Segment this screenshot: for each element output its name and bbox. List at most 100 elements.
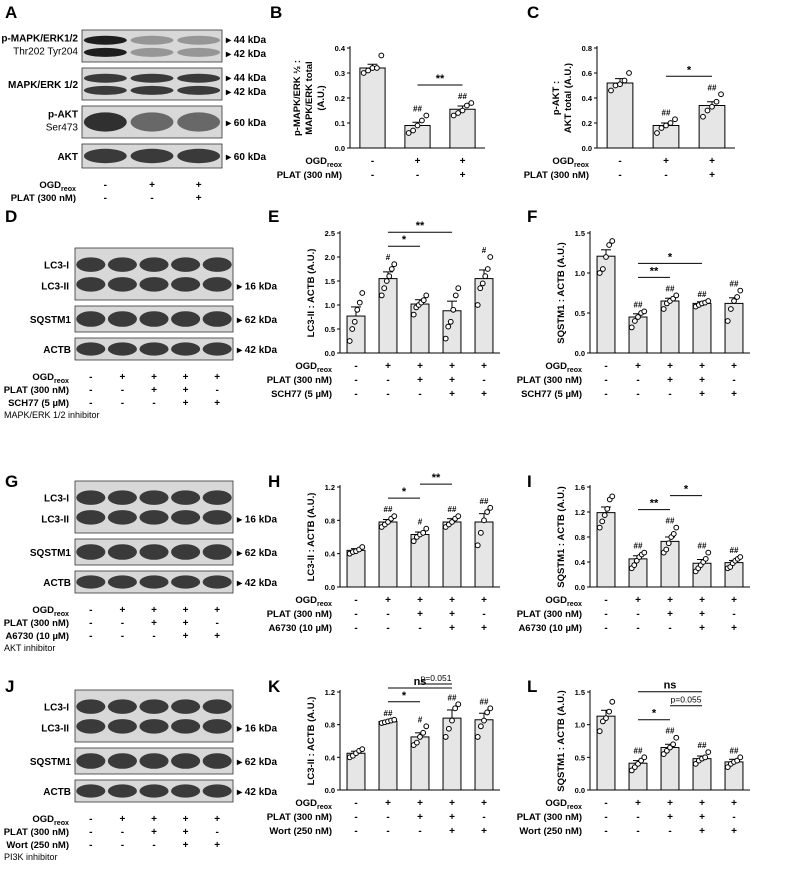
condition-sign: + [119, 605, 125, 616]
protein-band [202, 699, 232, 714]
condition-sign: - [386, 375, 389, 386]
protein-band [171, 699, 201, 714]
significance-mark: # [386, 253, 391, 262]
panel-letter-i: I [527, 472, 532, 491]
condition-sign: - [354, 375, 357, 386]
bracket-label: p=0.055 [671, 695, 702, 705]
protein-band [76, 544, 106, 560]
condition-sign: - [150, 193, 153, 204]
condition-sign: + [151, 618, 157, 629]
protein-band [107, 699, 137, 714]
condition-label: Wort (250 nM) [519, 826, 582, 837]
condition-sign: - [386, 812, 389, 823]
protein-band [171, 510, 201, 525]
condition-label: OGDreox [295, 798, 332, 811]
y-tick-label: 1.5 [325, 277, 335, 286]
y-axis-label: AKT total (A.U.) [563, 63, 574, 133]
data-point [477, 529, 484, 536]
condition-sign: + [449, 361, 455, 372]
data-point [349, 326, 356, 332]
condition-sign: + [417, 375, 423, 386]
significance-mark: ## [480, 497, 489, 506]
protein-band [83, 148, 127, 164]
condition-sign: + [417, 361, 423, 372]
bar [698, 105, 726, 149]
condition-sign: + [481, 361, 487, 372]
band-label: LC3-I [44, 261, 69, 272]
protein-band [76, 277, 106, 292]
y-tick-label: 0.0 [582, 144, 592, 153]
panel-letter-a: A [5, 3, 17, 22]
condition-sign: - [121, 618, 124, 629]
condition-sign: - [354, 798, 357, 809]
panel-letter-e: E [268, 207, 279, 226]
condition-sign: + [699, 798, 705, 809]
data-point [663, 122, 669, 129]
condition-label: OGDreox [545, 595, 582, 608]
y-tick-label: 0.0 [325, 583, 335, 592]
significance-mark: ## [666, 284, 675, 293]
condition-sign: + [385, 595, 391, 606]
bar [410, 303, 430, 354]
condition-sign: - [89, 814, 92, 825]
data-point [599, 518, 606, 525]
bar [474, 521, 494, 588]
data-point [724, 318, 731, 324]
y-tick-label: 0.5 [325, 325, 335, 334]
condition-sign: - [636, 375, 639, 386]
kda-label: ▸ 44 kDa [225, 73, 266, 84]
condition-sign: + [151, 605, 157, 616]
band-label: p-MAPK/ERK1/2 [1, 34, 78, 45]
data-point [381, 285, 388, 292]
condition-sign: - [386, 623, 389, 634]
protein-band [139, 342, 169, 356]
protein-band [107, 311, 137, 327]
kda-label: ▸ 42 kDa [225, 49, 266, 60]
inhibitor-note: PI3K inhibitor [4, 852, 58, 862]
condition-sign: + [449, 375, 455, 386]
y-axis-label: (A.U.) [316, 85, 327, 110]
condition-sign: + [119, 372, 125, 383]
y-tick-label: 0.2 [582, 119, 592, 128]
condition-sign: + [449, 595, 455, 606]
protein-band [107, 342, 137, 356]
protein-band [171, 784, 201, 798]
protein-band [107, 277, 137, 292]
condition-sign: - [121, 631, 124, 642]
condition-sign: - [664, 170, 667, 181]
condition-sign: - [354, 609, 357, 620]
condition-sign: - [416, 170, 419, 181]
data-point [459, 107, 466, 114]
condition-label: Wort (250 nM) [6, 840, 69, 851]
y-tick-label: 0.0 [575, 786, 585, 795]
data-point [702, 754, 709, 761]
condition-sign: - [89, 372, 92, 383]
condition-sign: + [709, 156, 715, 167]
significance-mark: ## [458, 92, 467, 101]
data-point [365, 67, 371, 74]
data-point [405, 130, 412, 136]
bar [596, 715, 616, 791]
condition-sign: - [354, 595, 357, 606]
condition-sign: + [417, 595, 423, 606]
condition-sign: - [636, 609, 639, 620]
protein-band [130, 35, 174, 45]
data-point [737, 287, 744, 294]
condition-label: OGDreox [545, 798, 582, 811]
protein-band [139, 277, 169, 292]
condition-label: PLAT (300 nM) [524, 170, 589, 181]
data-point [420, 297, 427, 304]
condition-sign: + [151, 385, 157, 396]
condition-sign: + [183, 827, 189, 838]
condition-label: OGDreox [295, 361, 332, 374]
significance-mark: ## [480, 697, 489, 706]
condition-sign: + [667, 812, 673, 823]
protein-band [139, 699, 169, 714]
data-point [673, 524, 680, 531]
data-point [481, 717, 487, 724]
data-point [596, 270, 603, 276]
condition-sign: + [699, 361, 705, 372]
data-point [608, 87, 614, 94]
